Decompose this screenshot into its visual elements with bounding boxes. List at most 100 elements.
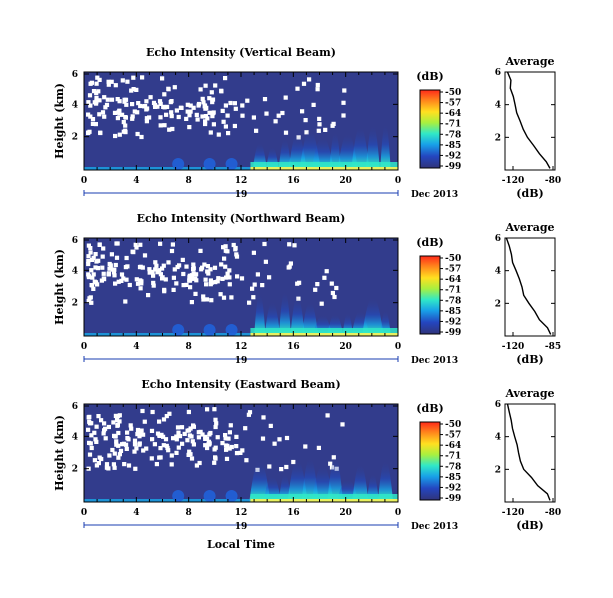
x-tick-label: 0 xyxy=(81,508,87,518)
missing-data-cell xyxy=(315,87,320,92)
missing-data-cell xyxy=(273,119,278,124)
missing-data-cell xyxy=(135,427,141,433)
missing-data-cell xyxy=(138,430,143,435)
missing-data-cell xyxy=(93,265,98,270)
missing-data-cell xyxy=(240,113,245,118)
surface-echo-morning xyxy=(84,333,251,336)
missing-data-cell xyxy=(163,437,169,442)
missing-data-cell xyxy=(132,438,138,443)
missing-data-cell xyxy=(185,109,190,114)
missing-data-cell xyxy=(153,267,158,272)
missing-data-cell xyxy=(102,421,107,426)
missing-data-cell xyxy=(316,128,321,133)
missing-data-cell xyxy=(251,115,256,120)
echo-plume xyxy=(290,295,305,336)
echo-plume xyxy=(329,131,342,170)
missing-data-cell xyxy=(86,298,91,304)
avg-x-tick-label: -120 xyxy=(502,508,525,518)
missing-data-cell xyxy=(123,123,128,128)
missing-data-cell xyxy=(166,448,171,453)
missing-data-cell xyxy=(251,250,256,255)
missing-data-cell xyxy=(209,90,214,95)
missing-data-cell xyxy=(86,415,91,420)
missing-data-cell xyxy=(91,272,96,277)
missing-data-cell xyxy=(157,419,162,424)
missing-data-cell xyxy=(262,97,268,102)
panel-title: Echo Intensity (Vertical Beam) xyxy=(146,46,336,59)
missing-data-cell xyxy=(111,462,116,467)
missing-data-cell xyxy=(216,132,221,137)
missing-data-cell xyxy=(95,266,100,271)
missing-data-cell xyxy=(102,277,107,282)
missing-data-cell xyxy=(189,456,195,461)
missing-data-cell xyxy=(86,112,91,117)
missing-data-cell xyxy=(174,434,179,439)
avg-x-axis-label: (dB) xyxy=(516,187,543,200)
missing-data-cell xyxy=(179,425,185,430)
missing-data-cell xyxy=(145,106,150,111)
missing-data-cell xyxy=(169,110,174,115)
missing-data-cell xyxy=(110,447,115,453)
missing-data-cell xyxy=(221,295,227,300)
y-tick-label: 4 xyxy=(72,432,78,442)
missing-data-cell xyxy=(155,270,160,275)
colorbar-tick-label: -57 xyxy=(445,265,461,275)
average-frame xyxy=(504,237,556,337)
missing-data-cell xyxy=(93,252,98,257)
missing-data-cell xyxy=(264,111,269,116)
missing-data-cell xyxy=(117,99,122,104)
missing-data-cell xyxy=(134,87,139,92)
missing-data-cell xyxy=(176,430,181,435)
missing-data-cell xyxy=(208,267,213,272)
missing-data-cell xyxy=(169,462,174,467)
missing-data-cell xyxy=(234,254,240,259)
missing-data-cell xyxy=(161,263,166,268)
missing-data-cell xyxy=(86,272,91,277)
missing-data-cell xyxy=(267,464,272,469)
colorbar-unit: (dB) xyxy=(416,70,443,83)
missing-data-cell xyxy=(228,423,233,428)
avg-x-tick-label: -80 xyxy=(545,508,561,518)
missing-data-cell xyxy=(131,75,136,80)
missing-data-cell xyxy=(138,103,143,109)
missing-data-cell xyxy=(203,121,208,127)
missing-data-cell xyxy=(212,407,217,412)
missing-data-cell xyxy=(90,117,96,122)
surface-echo-band xyxy=(250,494,398,502)
missing-data-cell xyxy=(212,460,217,465)
missing-data-cell xyxy=(280,110,285,116)
missing-data-cell xyxy=(110,267,115,272)
missing-data-cell xyxy=(120,112,125,117)
missing-data-cell xyxy=(341,113,346,118)
missing-data-cell xyxy=(232,123,237,129)
missing-data-cell xyxy=(207,96,212,101)
missing-data-cell xyxy=(96,461,101,466)
colorbar-tick-label: -71 xyxy=(445,286,461,296)
x-tick-label: 16 xyxy=(287,342,300,352)
missing-data-cell xyxy=(219,88,224,93)
missing-data-cell xyxy=(292,243,297,248)
average-frame xyxy=(504,71,556,171)
missing-data-cell xyxy=(315,282,320,287)
missing-data-cell xyxy=(104,462,110,467)
missing-data-cell xyxy=(307,77,312,82)
x-tick-label: 20 xyxy=(339,342,352,352)
x-tick-label: 16 xyxy=(287,508,300,518)
missing-data-cell xyxy=(155,104,160,109)
missing-data-cell xyxy=(86,259,91,264)
avg-x-tick-label: -120 xyxy=(502,176,525,186)
missing-data-cell xyxy=(167,127,172,132)
missing-data-cell xyxy=(223,124,228,129)
missing-data-cell xyxy=(186,452,191,457)
panel-3: Echo Intensity (Eastward Beam) 6 4 2 Height … xyxy=(53,378,561,532)
avg-x-axis-label: (dB) xyxy=(516,519,543,532)
missing-data-cell xyxy=(91,286,96,291)
missing-data-cell xyxy=(180,257,185,262)
missing-data-cell xyxy=(193,291,198,296)
missing-data-cell xyxy=(251,295,256,300)
missing-data-cell xyxy=(88,295,93,300)
echo-blob xyxy=(172,324,185,336)
missing-data-cell xyxy=(111,270,117,275)
missing-data-cell xyxy=(340,422,345,427)
missing-data-cell xyxy=(234,451,240,456)
